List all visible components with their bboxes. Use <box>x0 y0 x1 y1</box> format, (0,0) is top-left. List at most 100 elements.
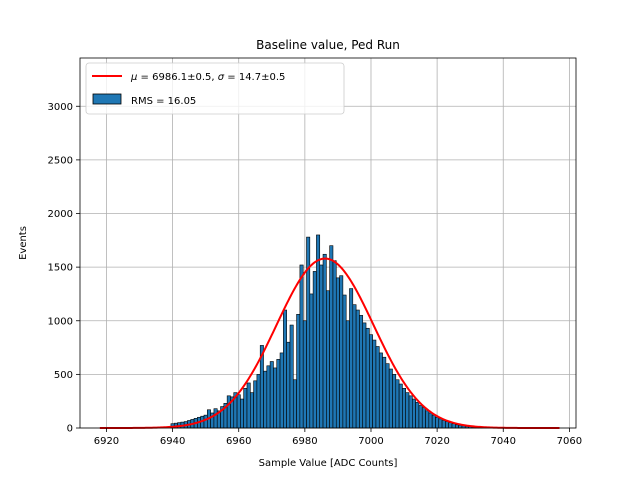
histogram-bar <box>322 253 327 429</box>
histogram-bar <box>249 392 254 429</box>
histogram-bar <box>226 395 231 429</box>
histogram-bar <box>369 334 373 429</box>
histogram-bar <box>421 407 426 429</box>
histogram-bar <box>276 359 281 429</box>
histogram-bar <box>388 368 393 429</box>
histogram-bar <box>365 327 370 429</box>
histogram-bar <box>431 414 436 429</box>
y-tick-label: 0 <box>67 424 73 435</box>
histogram-bar <box>292 379 297 429</box>
histogram-bar <box>256 374 261 429</box>
histogram-bar <box>418 405 423 429</box>
legend-box <box>85 62 345 115</box>
legend-sigma-text: = 14.7±0.5 <box>224 72 285 83</box>
histogram-bar <box>332 260 337 429</box>
histogram-bar <box>382 356 387 429</box>
y-axis-ticks: 0 500 1000 1500 2000 2500 3000 <box>48 102 80 435</box>
y-tick-label: 1500 <box>48 263 73 274</box>
histogram-bar <box>316 234 321 429</box>
histogram-bar <box>299 264 304 429</box>
histogram-bar <box>279 352 284 429</box>
histogram-bar <box>286 341 291 429</box>
histogram-bar <box>349 288 354 429</box>
legend-fit-label: μ = 6986.1±0.5, σ = 14.7±0.5 <box>130 72 285 83</box>
histogram-bar <box>203 414 208 429</box>
histogram-bar <box>326 290 330 429</box>
histogram-bar <box>240 398 244 429</box>
legend-sigma-symbol: σ <box>218 72 225 83</box>
histogram-bar <box>392 374 397 429</box>
histogram-bar <box>405 392 410 429</box>
histogram-bar <box>302 320 307 429</box>
histogram-bar <box>312 271 317 429</box>
y-axis-label: Events <box>18 226 29 260</box>
x-tick-label: 7020 <box>424 436 449 447</box>
x-tick-label: 7040 <box>491 436 516 447</box>
histogram-bar <box>455 424 459 429</box>
x-axis-label: Sample Value [ADC Counts] <box>259 458 398 469</box>
histogram-bar <box>309 293 314 429</box>
histogram-bar <box>435 416 440 429</box>
x-tick-label: 7060 <box>557 436 582 447</box>
y-tick-label: 500 <box>54 370 73 381</box>
histogram-bar <box>428 412 433 429</box>
histogram-bar <box>352 304 357 429</box>
histogram-bar <box>339 275 344 429</box>
histogram-bar <box>441 420 446 429</box>
histogram-bar <box>289 324 294 429</box>
legend-mu-symbol: μ <box>130 72 137 83</box>
histogram-bar <box>448 422 453 429</box>
histogram-bar <box>425 410 430 429</box>
histogram-bar <box>296 314 301 429</box>
histogram-bar <box>359 315 364 429</box>
histogram-bar <box>236 394 241 429</box>
x-tick-label: 6960 <box>226 436 251 447</box>
histogram-bar <box>266 365 271 429</box>
plot-frame <box>79 57 577 429</box>
histogram-bar <box>253 380 258 429</box>
legend-mu-text: = 6986.1±0.5, <box>137 72 217 83</box>
gaussian-fit-curve <box>99 257 560 429</box>
histogram-bar <box>378 352 383 429</box>
histogram-bar <box>415 401 420 429</box>
histogram-bar <box>451 423 456 429</box>
histogram-bar <box>372 339 377 429</box>
x-axis-ticks: 6920 6940 6960 6980 7000 7020 7040 7060 <box>94 428 582 447</box>
histogram-bar <box>395 379 400 429</box>
histogram-bar <box>306 236 311 429</box>
histogram-bar <box>335 277 340 429</box>
histogram-bar <box>412 398 416 429</box>
histogram-bar <box>398 383 403 429</box>
histogram-bar <box>445 421 449 429</box>
histogram-bar <box>246 382 251 429</box>
histogram-bar <box>283 309 287 429</box>
histogram-bar <box>355 309 360 429</box>
x-tick-label: 6980 <box>292 436 317 447</box>
histogram-bar <box>269 361 274 429</box>
histogram-bar <box>319 264 324 429</box>
histogram-bar <box>458 425 463 429</box>
y-tick-label: 2500 <box>48 155 73 166</box>
y-tick-label: 2000 <box>48 209 73 220</box>
chart-title: Baseline value, Ped Run <box>256 38 400 52</box>
histogram-bar <box>402 388 407 429</box>
legend: μ = 6986.1±0.5, σ = 14.7±0.5 RMS = 16.05 <box>85 62 345 115</box>
legend-histogram-swatch <box>92 93 122 105</box>
histogram-bar <box>263 370 268 429</box>
y-tick-label: 1000 <box>48 316 73 327</box>
histogram-bar <box>342 294 347 429</box>
x-tick-label: 6940 <box>160 436 185 447</box>
histogram-bar <box>243 388 248 429</box>
histogram-bar <box>438 418 443 429</box>
legend-histogram-label: RMS = 16.05 <box>131 96 196 107</box>
y-tick-label: 3000 <box>48 102 73 113</box>
x-tick-label: 7000 <box>358 436 383 447</box>
histogram-bar <box>345 320 350 429</box>
histogram-bar <box>375 346 380 429</box>
histogram-bar <box>329 245 334 429</box>
histogram-bar <box>273 367 278 429</box>
histogram-bar <box>362 322 367 429</box>
histogram-bar <box>408 395 413 429</box>
x-tick-label: 6920 <box>94 436 119 447</box>
